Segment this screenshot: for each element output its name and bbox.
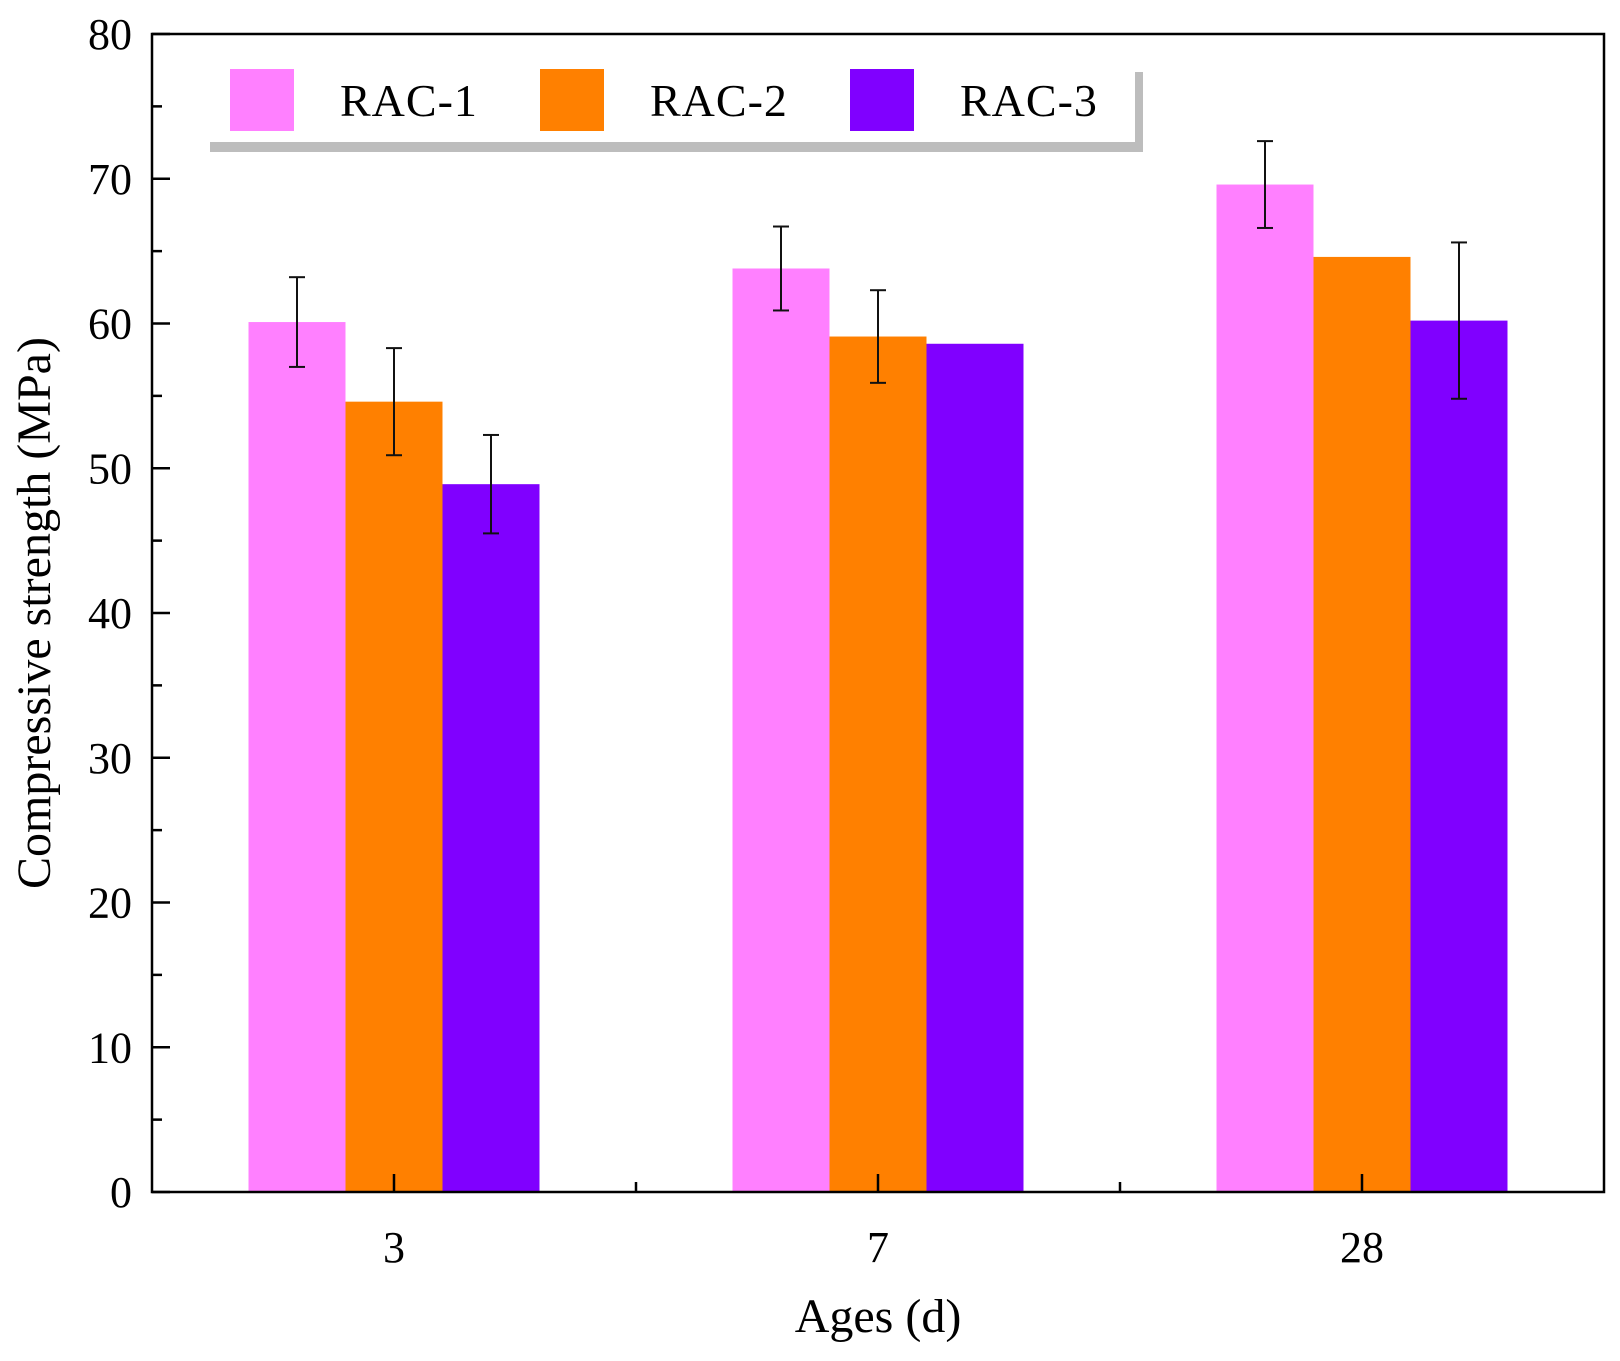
bar-rac-1-7 — [732, 268, 830, 1192]
bars-layer — [248, 184, 1508, 1193]
y-tick-label-0: 0 — [110, 1168, 132, 1217]
bar-rac-1-3 — [248, 322, 346, 1192]
bar-rac-1-28 — [1216, 184, 1314, 1193]
legend-label-rac-1: RAC-1 — [340, 75, 478, 126]
y-tick-label-70: 70 — [88, 155, 132, 204]
x-tick-label-3: 3 — [383, 1223, 405, 1272]
bar-rac-3-7 — [926, 343, 1024, 1192]
bar-rac-2-28 — [1313, 256, 1411, 1192]
y-tick-label-80: 80 — [88, 10, 132, 59]
legend-swatch-rac-3 — [850, 69, 914, 131]
x-tick-label-28: 28 — [1340, 1223, 1384, 1272]
bar-rac-3-3 — [442, 484, 540, 1192]
legend-label-rac-3: RAC-3 — [960, 75, 1098, 126]
ticks-layer: 3 7 28 0 10 20 30 40 50 60 70 80 — [88, 10, 1384, 1272]
y-tick-label-20: 20 — [88, 879, 132, 928]
legend-swatch-rac-1 — [230, 69, 294, 131]
bar-rac-2-3 — [345, 401, 443, 1192]
legend-swatch-rac-2 — [540, 69, 604, 131]
y-tick-label-60: 60 — [88, 300, 132, 349]
y-tick-label-40: 40 — [88, 589, 132, 638]
legend: RAC-1 RAC-2 RAC-3 — [210, 64, 1143, 152]
bar-rac-2-7 — [829, 336, 927, 1193]
y-tick-label-30: 30 — [88, 734, 132, 783]
y-tick-label-50: 50 — [88, 444, 132, 493]
bar-rac-3-28 — [1410, 320, 1508, 1193]
x-tick-label-7: 7 — [867, 1223, 889, 1272]
x-axis-title: Ages (d) — [795, 1290, 962, 1343]
labels-layer: Ages (d) Compressive strength (MPa) — [8, 337, 961, 1343]
legend-label-rac-2: RAC-2 — [650, 75, 788, 126]
legend-box — [210, 64, 1135, 142]
y-axis-title: Compressive strength (MPa) — [8, 337, 61, 889]
y-tick-label-10: 10 — [88, 1023, 132, 1072]
error-bars-layer — [289, 140, 1467, 535]
